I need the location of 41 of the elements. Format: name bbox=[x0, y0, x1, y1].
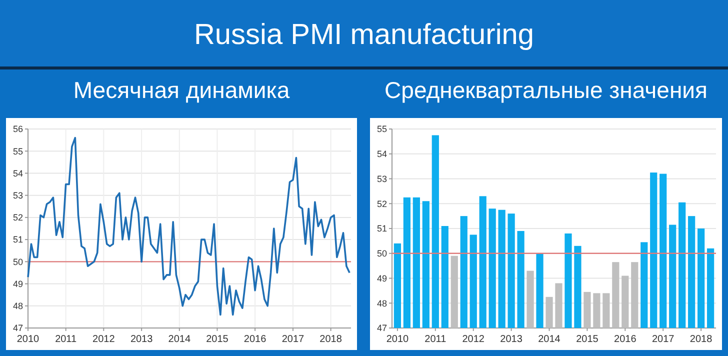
y-tick-label: 52 bbox=[12, 212, 23, 223]
y-tick-label: 54 bbox=[12, 168, 23, 178]
y-tick-label: 55 bbox=[376, 124, 387, 134]
y-tick-label: 54 bbox=[376, 149, 387, 160]
y-tick-label: 52 bbox=[376, 198, 387, 209]
x-tick-label: 2015 bbox=[206, 334, 229, 345]
x-tick-label: 2015 bbox=[576, 334, 599, 345]
y-tick-label: 51 bbox=[12, 234, 23, 245]
y-tick-label: 53 bbox=[12, 190, 23, 200]
x-tick-label: 2012 bbox=[92, 334, 116, 345]
line-series bbox=[27, 136, 350, 316]
x-tick-label: 2010 bbox=[16, 334, 40, 345]
y-tick-label: 50 bbox=[376, 248, 387, 259]
y-tick-label: 48 bbox=[12, 301, 23, 312]
x-tick-label: 2011 bbox=[424, 334, 447, 345]
x-tick-label: 2014 bbox=[168, 334, 191, 345]
chart-subtitle: Среднеквартальные значения bbox=[384, 77, 708, 103]
x-tick-label: 2017 bbox=[282, 334, 305, 345]
chart-title: Russia PMI manufacturing bbox=[194, 19, 534, 51]
y-tick-label: 55 bbox=[12, 146, 23, 156]
x-tick-label: 2010 bbox=[386, 334, 410, 345]
y-tick-label: 49 bbox=[12, 278, 23, 289]
x-tick-label: 2016 bbox=[244, 334, 267, 345]
y-tick-label: 48 bbox=[376, 298, 387, 308]
y-tick-label: 47 bbox=[12, 323, 23, 334]
x-tick-label: 2014 bbox=[538, 334, 561, 345]
x-tick-label: 2018 bbox=[690, 334, 713, 345]
y-tick-label: 50 bbox=[12, 256, 23, 267]
x-tick-label: 2012 bbox=[462, 334, 485, 345]
y-tick-label: 51 bbox=[376, 224, 387, 234]
chart-subtitle: Месячная динамика bbox=[73, 77, 290, 103]
x-tick-label: 2011 bbox=[55, 334, 78, 345]
x-tick-label: 2017 bbox=[652, 334, 675, 345]
x-tick-label: 2016 bbox=[614, 334, 637, 345]
y-tick-label: 49 bbox=[376, 273, 387, 284]
x-tick-label: 2013 bbox=[500, 334, 523, 345]
y-tick-label: 47 bbox=[376, 323, 387, 334]
y-tick-label: 53 bbox=[376, 174, 387, 184]
y-tick-label: 56 bbox=[12, 124, 23, 134]
x-tick-label: 2013 bbox=[130, 334, 154, 345]
x-tick-label: 2018 bbox=[320, 334, 342, 345]
